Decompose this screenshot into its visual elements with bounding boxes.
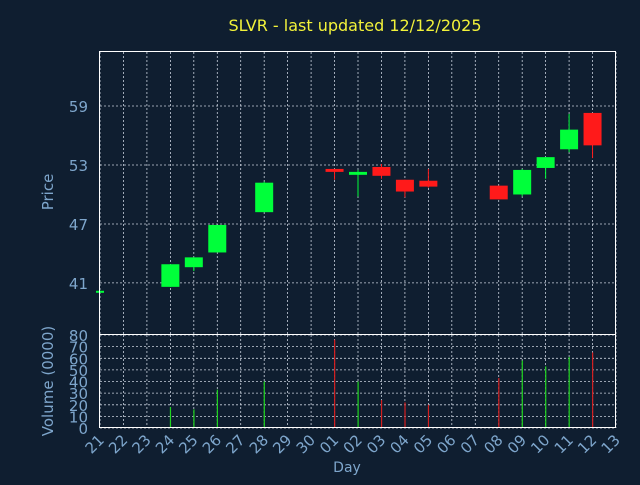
- volume-bar: [380, 400, 383, 428]
- volume-bar: [521, 360, 523, 428]
- candle-body: [349, 171, 367, 175]
- chart-title: SLVR - last updated 12/12/2025: [228, 16, 481, 35]
- volume-y-tick-label: 60: [69, 350, 88, 368]
- candle: [419, 168, 438, 188]
- candle-body: [419, 180, 438, 187]
- candle: [513, 168, 532, 197]
- x-tick-labels: 2122232425262728293001020304050607080910…: [82, 431, 624, 457]
- candle-body: [372, 166, 391, 176]
- candle: [489, 185, 508, 200]
- candle: [349, 169, 367, 197]
- volume-y-tick-label: 30: [69, 385, 88, 403]
- volume-y-tick-label: 0: [78, 420, 88, 438]
- volume-bar: [404, 402, 406, 428]
- volume-frame: [99, 334, 616, 428]
- candle-body: [208, 224, 227, 253]
- candle: [560, 113, 579, 153]
- candle: [161, 264, 180, 287]
- price-y-tick-label: 53: [69, 157, 88, 175]
- candle: [325, 168, 344, 180]
- volume-y-tick-label: 50: [69, 362, 88, 380]
- volume-bar: [592, 352, 594, 428]
- price-y-tick-label: 41: [69, 275, 88, 293]
- price-axis-label: Price: [39, 174, 57, 211]
- volume-bar: [545, 366, 547, 428]
- x-axis-label: Day: [333, 460, 361, 476]
- candle-body: [513, 169, 532, 195]
- candle: [583, 112, 602, 159]
- volume-bar: [263, 381, 265, 428]
- candle-body: [560, 129, 579, 150]
- volume-bar: [427, 404, 430, 428]
- volume-bar: [568, 357, 570, 428]
- price-y-tick-label: 59: [69, 98, 88, 116]
- candle-body: [255, 182, 274, 213]
- volume-y-tick-label: 70: [69, 339, 88, 357]
- price-y-tick-labels: 41 47 53 59: [69, 98, 88, 293]
- price-panel: 41 47 53 59 Price: [39, 51, 617, 335]
- volume-bar: [334, 339, 336, 428]
- candle: [395, 179, 414, 198]
- candle: [184, 257, 203, 272]
- price-y-tick-label: 47: [69, 216, 88, 234]
- volume-y-tick-label: 80: [69, 327, 88, 345]
- candle: [255, 181, 274, 213]
- candle-body: [489, 185, 508, 200]
- volume-bar: [216, 389, 218, 428]
- candle-body: [536, 157, 555, 168]
- volume-y-tick-label: 10: [69, 408, 88, 426]
- candle-body: [325, 168, 344, 172]
- candle-body: [161, 264, 180, 287]
- candle-body: [395, 179, 414, 192]
- volume-axis-label: Volume (0000): [39, 326, 57, 436]
- volume-y-tick-label: 40: [69, 374, 88, 392]
- candle-body: [583, 112, 602, 146]
- candle: [536, 157, 555, 179]
- volume-bar: [357, 381, 359, 428]
- volume-bar: [193, 409, 195, 428]
- candle: [372, 164, 391, 179]
- volume-bar: [169, 407, 172, 428]
- candles: [96, 112, 602, 293]
- candle-body: [184, 257, 203, 268]
- volume-bars: [169, 339, 594, 428]
- volume-bar: [498, 378, 500, 428]
- volume-y-tick-label: 20: [69, 397, 88, 415]
- candle: [208, 224, 227, 253]
